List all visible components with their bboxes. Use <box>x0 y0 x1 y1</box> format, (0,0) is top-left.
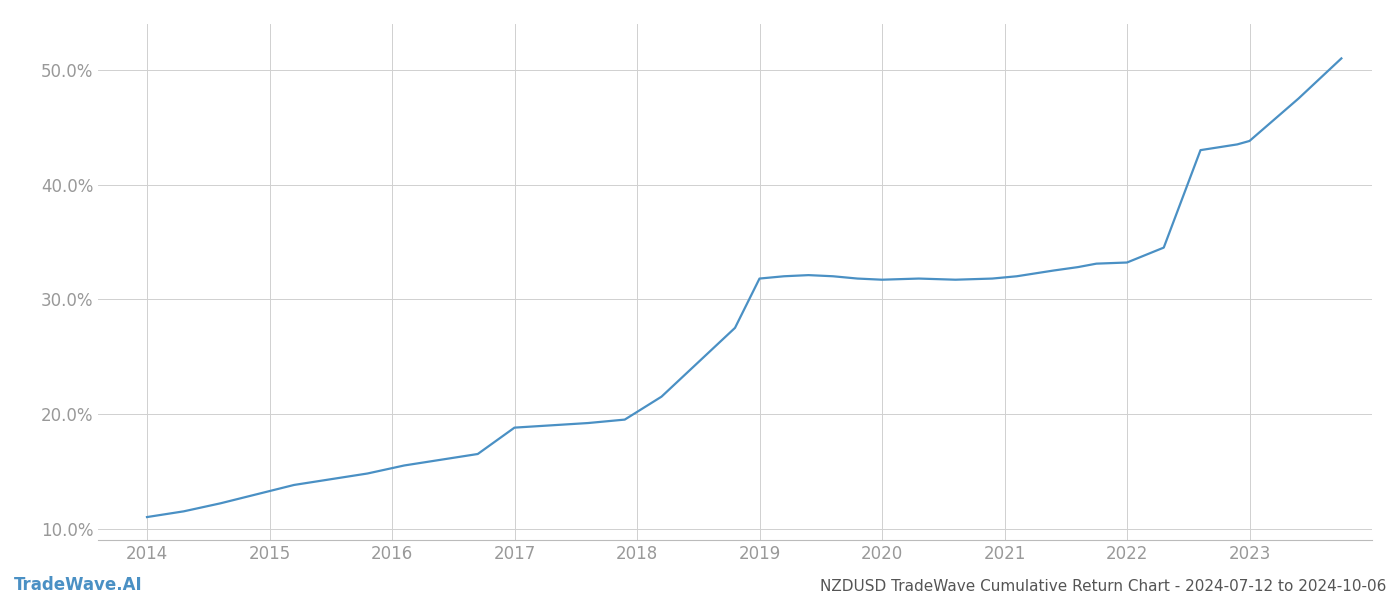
Text: TradeWave.AI: TradeWave.AI <box>14 576 143 594</box>
Text: NZDUSD TradeWave Cumulative Return Chart - 2024-07-12 to 2024-10-06: NZDUSD TradeWave Cumulative Return Chart… <box>819 579 1386 594</box>
